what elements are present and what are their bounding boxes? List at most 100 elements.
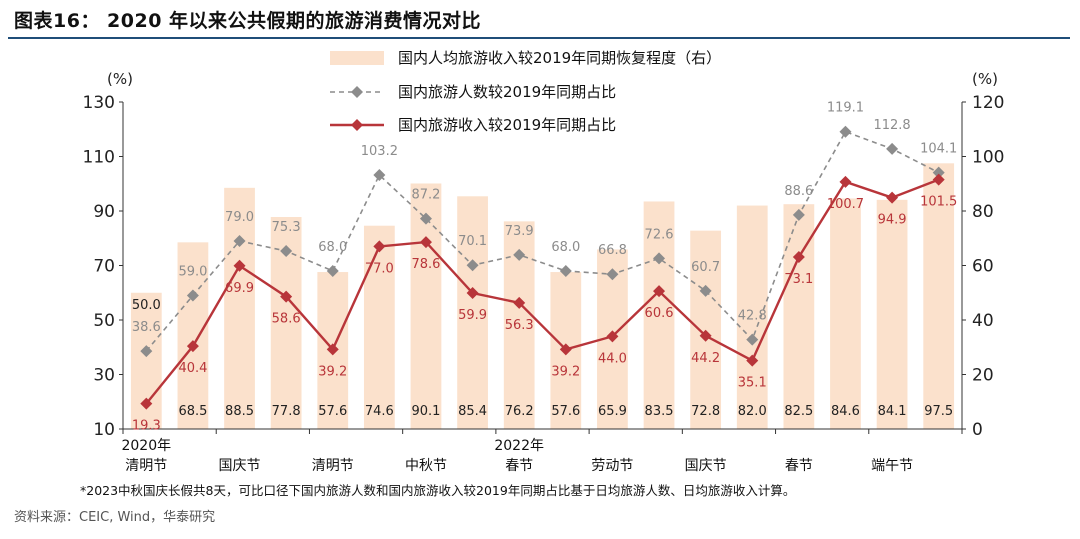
right-axis-unit: (%) (972, 70, 998, 88)
revenue-point (653, 285, 666, 298)
revenue-point (233, 259, 246, 272)
revenue-point (186, 340, 199, 353)
x-tick-label: 端午节 (871, 458, 913, 474)
people-value-label: 119.1 (827, 101, 864, 116)
axes: 10 30 50 70 90 110 130 0 20 40 60 80 100 120 (%) (%) 202… (83, 70, 1005, 474)
left-tick-label: 30 (93, 366, 115, 386)
bar (643, 201, 675, 429)
revenue-point (792, 251, 805, 264)
left-tick-label: 10 (93, 420, 115, 440)
people-point (513, 248, 526, 261)
bar-value-label: 72.8 (691, 404, 720, 419)
legend: 国内人均旅游收入较2019年同期恢复程度（右） 国内旅游人数较2019年同期占比国… (330, 49, 721, 134)
bar-value-label: 90.1 (411, 404, 440, 419)
people-value-label: 38.6 (132, 320, 161, 335)
people-point (326, 264, 339, 277)
x-tick-label: 2020年 (121, 438, 171, 454)
bar (224, 187, 255, 429)
right-tick-label: 120 (972, 93, 1004, 113)
left-tick-label: 130 (83, 93, 115, 113)
legend-people-label: 国内旅游人数较2019年同期占比 (398, 83, 616, 101)
revenue-line (145, 178, 940, 405)
people-value-label: 112.8 (873, 118, 910, 133)
legend-people-marker (351, 86, 363, 98)
revenue-value-label: 40.4 (178, 361, 207, 376)
revenue-value-label: 44.0 (598, 351, 627, 366)
revenue-value-label: 56.3 (505, 318, 534, 333)
people-point (886, 142, 899, 155)
people-point (653, 252, 666, 265)
x-tick-label: 春节 (505, 458, 533, 474)
revenue-point (746, 354, 759, 367)
revenue-point (373, 240, 386, 253)
bar (736, 205, 768, 429)
bar (830, 198, 861, 429)
revenue-value-label: 69.9 (225, 281, 254, 296)
x-tick-label: 清明节 (125, 458, 167, 474)
people-point (466, 259, 479, 272)
revenue-value-label: 35.1 (738, 376, 767, 391)
bar-value-label: 85.4 (458, 404, 487, 419)
bar-value-label: 84.1 (878, 404, 907, 419)
people-value-label: 68.0 (318, 240, 347, 255)
people-point (839, 125, 852, 138)
bar (876, 199, 908, 429)
left-axis-unit: (%) (107, 70, 133, 88)
left-tick-label: 50 (93, 311, 115, 331)
bar-value-label: 88.5 (225, 404, 254, 419)
bar-value-label: 50.0 (132, 298, 161, 313)
legend-revenue-marker (351, 119, 363, 131)
legend-revenue-label: 国内旅游收入较2019年同期占比 (398, 116, 616, 134)
people-value-label: 68.0 (551, 240, 580, 255)
revenue-value-label: 58.6 (272, 312, 301, 327)
people-value-label: 72.6 (645, 227, 674, 242)
title-rule (8, 37, 1070, 39)
people-point (280, 245, 293, 258)
people-point (373, 169, 386, 182)
people-point (606, 268, 619, 281)
people-value-label: 66.8 (598, 243, 627, 258)
revenue-value-label: 60.6 (645, 306, 674, 321)
revenue-value-label: 59.9 (458, 308, 487, 323)
revenue-point (419, 236, 432, 249)
x-tick-label: 春节 (785, 458, 813, 474)
revenue-value-label: 19.3 (132, 419, 161, 434)
data-labels: 50.0 68.5 88.5 77.8 57.6 74.6 90.1 85.4 76.2 57.6… (132, 101, 957, 434)
bar (923, 163, 955, 429)
revenue-point (466, 287, 479, 300)
bar-value-label: 97.5 (924, 404, 953, 419)
line-series (140, 125, 945, 410)
people-point (792, 208, 805, 221)
revenue-point (886, 191, 899, 204)
bar (177, 242, 209, 429)
x-tick-label: 清明节 (312, 458, 354, 474)
revenue-value-label: 101.5 (920, 195, 957, 210)
people-point (699, 284, 712, 297)
bar-value-label: 76.2 (505, 404, 534, 419)
people-value-label: 79.0 (225, 210, 254, 225)
revenue-point (280, 290, 293, 303)
bar-value-label: 84.6 (831, 404, 860, 419)
revenue-point (513, 296, 526, 309)
people-point (419, 212, 432, 225)
people-point (932, 166, 945, 179)
revenue-point (559, 343, 572, 356)
left-tick-label: 110 (83, 148, 115, 168)
bar-value-label: 65.9 (598, 404, 627, 419)
legend-bar-swatch (330, 51, 384, 65)
x-tick-label: 劳动节 (591, 458, 633, 474)
revenue-value-label: 39.2 (551, 364, 580, 379)
revenue-point (326, 343, 339, 356)
right-tick-label: 100 (972, 148, 1004, 168)
people-value-label: 104.1 (920, 142, 957, 157)
people-point (559, 264, 572, 277)
right-tick-label: 40 (972, 311, 994, 331)
revenue-value-label: 100.7 (827, 197, 864, 212)
right-tick-label: 80 (972, 202, 994, 222)
revenue-value-label: 39.2 (318, 364, 347, 379)
bar-value-label: 57.6 (551, 404, 580, 419)
people-value-label: 42.8 (738, 309, 767, 324)
bar-value-label: 83.5 (645, 404, 674, 419)
people-point (140, 345, 153, 358)
